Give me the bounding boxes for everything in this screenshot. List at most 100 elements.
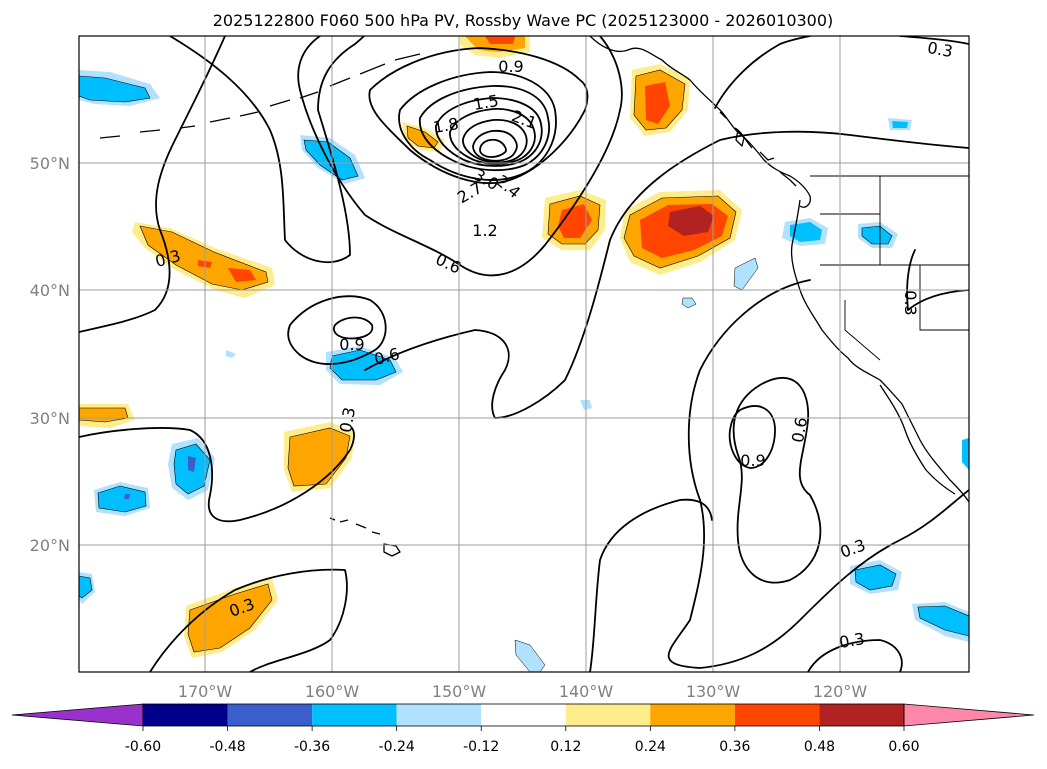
contour-label: 0.3	[336, 406, 359, 434]
aleutian-chain	[99, 53, 421, 139]
contour-pv-0-6-east-branch	[364, 130, 969, 419]
alaska-coast	[589, 36, 811, 208]
lon-label: 150°W	[432, 682, 487, 701]
contour-label: 0.9	[498, 57, 523, 76]
positive-anomaly-alaska-coast	[630, 64, 690, 136]
contour-pv-0-3-coast	[906, 249, 969, 311]
lat-label: 30°N	[30, 409, 70, 428]
contour-label: 1.5	[472, 91, 500, 114]
lon-label: 140°W	[559, 682, 614, 701]
contour-pv-0-6-north	[297, 36, 623, 277]
negative-anomaly-alaska-west	[79, 70, 160, 106]
colorbar-tick-label: 0.48	[804, 739, 835, 755]
colorbar-segment	[565, 704, 651, 726]
contour-label-group: 0.3	[901, 290, 920, 315]
colorbar-segment	[481, 704, 566, 726]
colorbar-tick-label: -0.24	[379, 739, 415, 755]
colorbar-tick-label: -0.12	[463, 739, 499, 755]
lon-label: 160°W	[305, 682, 360, 701]
contour-label-group: 0.3	[838, 629, 866, 652]
positive-anomaly-western-pacific	[132, 222, 275, 298]
contour-label-group: 1.8	[432, 114, 460, 137]
contour-label-group: 0.3	[926, 38, 954, 61]
contour-label: 0.3	[838, 629, 866, 652]
map-panel: 0.91.51.8 2.13.02.7 2.41.20.60.30.9 0.60.30…	[30, 35, 970, 701]
lon-label: 120°W	[813, 682, 868, 701]
contour-pv-0-3-southwest	[149, 568, 348, 672]
contour-label-group: 0.9	[498, 57, 523, 76]
negative-anomaly-hawaii-north	[326, 346, 403, 385]
contour-pv-1-5	[419, 85, 550, 172]
positive-anomaly-northeast-pacific	[620, 190, 742, 275]
contour-pv-0-6-subtropical	[667, 279, 969, 669]
positive-anomaly-central-pacific	[542, 190, 606, 250]
colorbar-segment	[227, 704, 313, 726]
negative-anomaly-small-offshore	[226, 257, 759, 410]
colorbar-tick-label: 0.12	[550, 739, 581, 755]
contour-pv-0-3-south	[589, 498, 713, 672]
contour-pv-0-9-hawaii	[332, 316, 374, 340]
colorbar-frame	[142, 703, 905, 727]
colorbar-segment	[312, 704, 397, 726]
contour-pv-1-8	[435, 97, 543, 167]
contour-pv-0-9-inner	[728, 405, 776, 469]
contour-pv-3-0	[479, 138, 507, 158]
figure-title: 2025122800 F060 500 hPa PV, Rossby Wave …	[213, 11, 834, 30]
lon-label: 130°W	[686, 682, 741, 701]
contour-label: 0.6	[788, 416, 811, 444]
positive-anomaly-southwest	[184, 578, 278, 658]
contour-label: 0.9	[740, 451, 765, 470]
lat-label: 40°N	[30, 281, 70, 300]
lon-label: 170°W	[178, 682, 233, 701]
colorbar-over-extension	[903, 703, 1035, 727]
colorbar-segment	[143, 704, 228, 726]
contour-pv-2-7	[472, 129, 518, 162]
graticule	[79, 36, 969, 672]
colorbar-segment	[396, 704, 482, 726]
longitude-labels: 170°W 160°W 150°W 140°W 130°W 120°W	[178, 682, 868, 701]
contour-pv-0-9	[368, 47, 589, 184]
contour-label: 0.3	[926, 38, 954, 61]
state-lines	[820, 176, 969, 361]
haida-gwaii	[735, 129, 745, 147]
colorbar-under-extension	[11, 703, 144, 727]
latitude-labels: 50°N 40°N 30°N 20°N	[30, 154, 70, 555]
contour-label-group: 0.9	[740, 451, 765, 470]
colorbar-tick-label: -0.36	[294, 739, 330, 755]
contour-label: 1.8	[432, 114, 460, 137]
lat-label: 50°N	[30, 154, 70, 173]
colorbar-segment	[650, 704, 735, 726]
shaded-anomalies	[79, 36, 969, 672]
political-borders	[810, 175, 969, 361]
colorbar-tick-label: 0.24	[635, 739, 666, 755]
contour-label: 0.9	[339, 335, 364, 354]
contour-label-group: 0.6	[788, 416, 811, 444]
contour-pv-0-3-southeast	[807, 639, 903, 672]
contour-pv-0-3-east	[714, 36, 811, 109]
coastlines	[99, 36, 969, 557]
west-coast-us	[790, 199, 969, 503]
contour-pv-2-1	[449, 108, 536, 165]
contour-pv-0-6-hawaii	[287, 295, 387, 365]
map-frame	[78, 35, 970, 673]
positive-anomaly-hawaii-west	[284, 422, 355, 492]
colorbar-tick-label: -0.48	[209, 739, 245, 755]
contour-label-group: 0.3	[336, 406, 359, 434]
pv-contours	[79, 36, 969, 672]
contour-pv-0-3-north	[169, 36, 365, 264]
contour-pv-0-6-west	[79, 36, 226, 333]
contour-label-group: 1.5	[472, 91, 500, 114]
lat-label: 20°N	[30, 536, 70, 555]
contour-label-group: 1.2	[472, 221, 497, 240]
contour-pv-1-2	[398, 71, 557, 181]
colorbar-tick-label: 0.60	[888, 739, 919, 755]
contour-label: 1.2	[472, 221, 497, 240]
colorbar-segment	[734, 704, 820, 726]
colorbar-tick-label: -0.60	[125, 739, 161, 755]
contour-label-group: 0.9	[339, 335, 364, 354]
contour-label: 0.3	[901, 290, 920, 315]
baja-california	[879, 384, 956, 495]
negative-anomaly-southeast	[79, 438, 969, 672]
colorbar-segment	[819, 704, 904, 726]
